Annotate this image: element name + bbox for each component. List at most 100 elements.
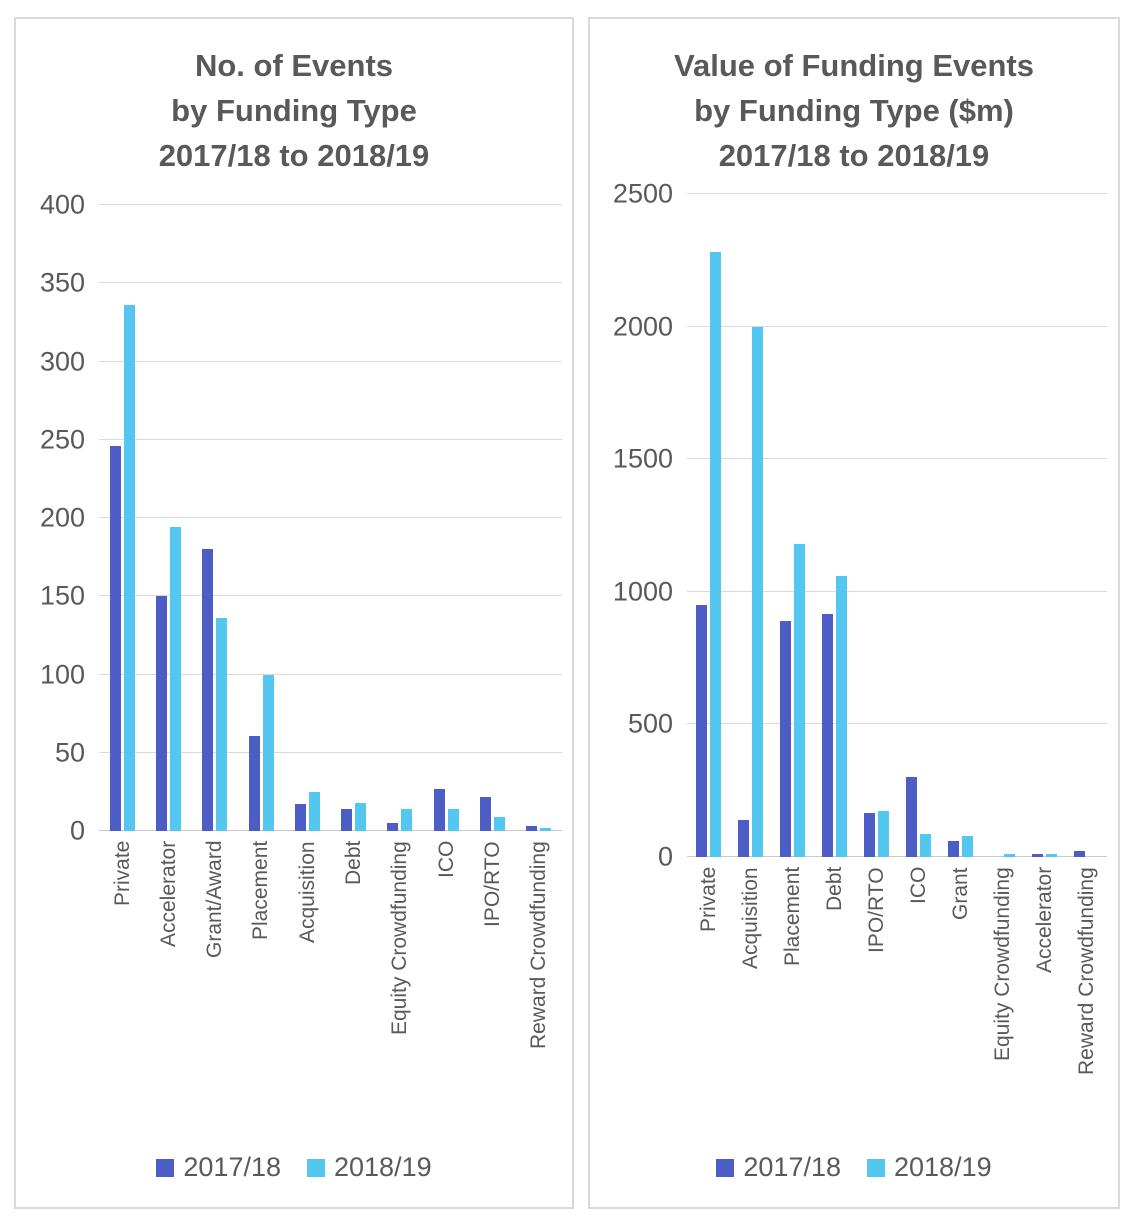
y-tick-label: 2500: [612, 178, 673, 209]
bar-2018/19: [961, 835, 973, 857]
category-label: Debt: [342, 841, 366, 886]
y-tick-label: 2000: [612, 311, 673, 342]
category-label: Private: [696, 867, 720, 933]
gridline: [99, 360, 562, 362]
category-label: Acquisition: [738, 867, 762, 969]
category-label: ICO: [906, 867, 930, 905]
y-tick-label: 250: [39, 424, 85, 455]
bar-2018/19: [447, 809, 459, 831]
x-label-slot: IPO/RTO: [469, 841, 515, 1141]
bar-2018/19: [751, 326, 763, 857]
bar-2018/19: [1045, 854, 1057, 857]
category-label: Debt: [822, 867, 846, 912]
bar-2017/18: [863, 813, 875, 857]
y-tick-label: 0: [657, 841, 673, 872]
bar-2017/18: [947, 841, 959, 857]
gridline: [687, 723, 1107, 725]
bar-2018/19: [709, 252, 721, 857]
bar-2018/19: [216, 618, 228, 831]
legend-swatch: [307, 1158, 325, 1177]
bar-2017/18: [341, 809, 353, 831]
legend-swatch: [867, 1158, 885, 1177]
y-tick-label: 500: [627, 708, 673, 739]
bar-2018/19: [540, 827, 552, 831]
gridline: [99, 438, 562, 440]
legend-label: 2018/19: [894, 1152, 992, 1182]
gridline: [99, 673, 562, 675]
category-label: Equity Crowdfunding: [991, 867, 1015, 1061]
category-label: Grant/Award: [203, 841, 227, 959]
category-label: Placement: [249, 841, 273, 941]
y-tick-label: 1000: [612, 576, 673, 607]
x-axis-labels: Private Accelerator Grant/Award Placement Ac…: [99, 841, 562, 1141]
category-label: IPO/RTO: [480, 841, 504, 927]
x-label-slot: Equity Crowdfunding: [982, 867, 1024, 1167]
x-label-slot: Debt: [330, 841, 376, 1141]
bars-container: [687, 194, 1107, 857]
category-label: Equity Crowdfunding: [388, 841, 412, 1035]
category-label: Accelerator: [1033, 867, 1057, 974]
bar-2018/19: [123, 305, 135, 831]
bar-2018/19: [793, 544, 805, 857]
chart-area: 400 350 300 250 200 150 100 50 0: [16, 191, 572, 844]
bar-group: [990, 194, 1015, 857]
bar-2018/19: [494, 816, 506, 831]
bar-group: [387, 205, 413, 831]
bar-group: [433, 205, 459, 831]
x-label-slot: IPO/RTO: [855, 867, 897, 1167]
legend-swatch: [716, 1158, 735, 1177]
legend-item: 2018/19: [867, 1152, 992, 1183]
x-axis-line: [687, 856, 1107, 857]
bar-2017/18: [737, 819, 749, 857]
y-tick-label: 1500: [612, 443, 673, 474]
bar-2017/18: [248, 735, 260, 831]
bar-group: [202, 205, 228, 831]
bar-2017/18: [1031, 854, 1043, 857]
bar-2017/18: [433, 788, 445, 831]
x-label-slot: Equity Crowdfunding: [377, 841, 423, 1141]
bar-group: [526, 205, 552, 831]
gridline: [99, 595, 562, 597]
bar-2017/18: [109, 446, 121, 831]
x-label-slot: Debt: [813, 867, 855, 1167]
bar-2017/18: [905, 777, 917, 857]
x-label-slot: Accelerator: [1024, 867, 1066, 1167]
y-tick-label: 300: [39, 346, 85, 376]
gridline: [99, 282, 562, 284]
bar-group: [737, 194, 763, 857]
bar-group: [947, 194, 973, 857]
y-tick-label: 400: [39, 189, 85, 220]
y-tick-label: 50: [54, 737, 85, 768]
bar-group: [294, 205, 320, 831]
x-label-slot: Reward Crowdfunding: [516, 841, 562, 1141]
bar-group: [1031, 194, 1057, 857]
chart-title: Value of Funding Events by Funding Type …: [674, 48, 1034, 173]
bar-2017/18: [480, 796, 492, 831]
gridline: [687, 193, 1107, 194]
category-label: Reward Crowdfunding: [1075, 867, 1099, 1075]
x-label-slot: Acquisition: [284, 841, 330, 1141]
chart-area: 2500 2000 1500 1000 500 0: [590, 180, 1118, 870]
x-label-slot: Acquisition: [729, 867, 771, 1167]
x-label-slot: ICO: [897, 867, 939, 1167]
y-tick-label: 150: [39, 580, 85, 611]
legend-label: 2017/18: [743, 1152, 841, 1182]
gridline: [687, 590, 1107, 592]
gridline: [687, 325, 1107, 327]
bar-2017/18: [294, 804, 306, 831]
bar-2018/19: [169, 527, 181, 831]
gridline: [99, 204, 562, 205]
category-label: ICO: [434, 841, 458, 879]
category-label: Grant: [949, 867, 973, 920]
plot-area: [687, 193, 1107, 857]
x-label-slot: Grant/Award: [192, 841, 238, 1141]
bar-2017/18: [526, 826, 538, 831]
bar-group: [905, 194, 931, 857]
bar-2018/19: [1003, 854, 1015, 857]
y-tick-label: 350: [39, 267, 85, 298]
x-label-slot: Private: [687, 867, 729, 1167]
bar-group: [480, 205, 506, 831]
bar-2018/19: [308, 791, 320, 831]
legend-swatch: [156, 1158, 175, 1177]
bar-2018/19: [835, 575, 847, 857]
